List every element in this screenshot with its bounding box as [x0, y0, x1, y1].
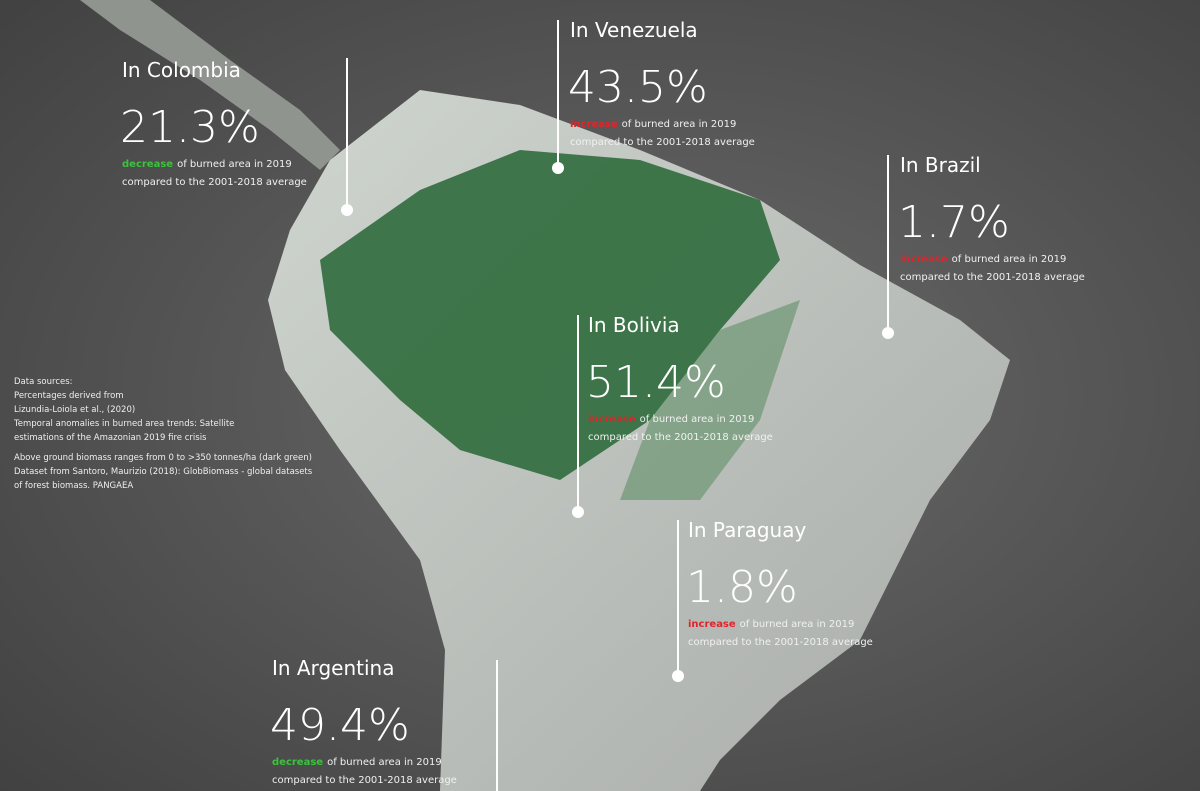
callouts: In Colombia 21.3% decrease of burned area i… [120, 18, 1085, 791]
country-label: In Paraguay [688, 518, 806, 542]
comparison: compared to the 2001-2018 average [900, 272, 1085, 283]
change-text: of burned area in 2019 [740, 619, 855, 630]
source-line: Percentages derived from [14, 391, 124, 401]
leader-dot [341, 204, 353, 216]
country-label: In Colombia [122, 58, 241, 82]
comparison: compared to the 2001-2018 average [272, 775, 457, 786]
leader-dot [882, 327, 894, 339]
source-line: of forest biomass. PANGAEA [14, 481, 133, 491]
percentage: 21.3% [120, 102, 260, 153]
data-sources: Data sources: Percentages derived from Liz… [13, 377, 313, 491]
change-text: of burned area in 2019 [177, 159, 292, 170]
percentage: 49.4% [270, 700, 410, 751]
country-label: In Brazil [900, 153, 981, 177]
forest-fringe [620, 300, 800, 500]
comparison: compared to the 2001-2018 average [122, 177, 307, 188]
leader-dot [572, 506, 584, 518]
change-word: decrease [122, 159, 173, 170]
country-label: In Bolivia [588, 313, 680, 337]
change-line: decrease of burned area in 2019 [272, 757, 442, 768]
source-line: Temporal anomalies in burned area trends… [13, 419, 234, 429]
source-line: Above ground biomass ranges from 0 to >3… [14, 453, 312, 463]
change-word: increase [570, 119, 618, 130]
change-line: increase of burned area in 2019 [588, 414, 754, 425]
country-label: In Venezuela [570, 18, 698, 42]
change-word: increase [688, 619, 736, 630]
change-word: decrease [272, 757, 323, 768]
change-word: increase [900, 254, 948, 265]
source-line: estimations of the Amazonian 2019 fire c… [14, 433, 207, 443]
change-text: of burned area in 2019 [327, 757, 442, 768]
source-line: Dataset from Santoro, Maurizio (2018): G… [14, 467, 313, 477]
change-text: of burned area in 2019 [640, 414, 755, 425]
percentage: 43.5% [568, 62, 708, 113]
amazon-forest [320, 150, 780, 480]
change-text: of burned area in 2019 [622, 119, 737, 130]
change-line: decrease of burned area in 2019 [122, 159, 292, 170]
change-word: increase [588, 414, 636, 425]
leader-dot [672, 670, 684, 682]
source-line: Data sources: [14, 377, 73, 387]
central-america [80, 0, 340, 170]
change-line: increase of burned area in 2019 [900, 254, 1066, 265]
percentage: 1.8% [686, 562, 798, 613]
comparison: compared to the 2001-2018 average [588, 432, 773, 443]
comparison: compared to the 2001-2018 average [688, 637, 873, 648]
comparison: compared to the 2001-2018 average [570, 137, 755, 148]
percentage: 1.7% [898, 197, 1010, 248]
change-line: increase of burned area in 2019 [570, 119, 736, 130]
leader-dot [552, 162, 564, 174]
country-label: In Argentina [272, 656, 395, 680]
change-text: of burned area in 2019 [952, 254, 1067, 265]
change-line: increase of burned area in 2019 [688, 619, 854, 630]
source-line: Lizundia-Loiola et al., (2020) [14, 405, 135, 415]
percentage: 51.4% [586, 357, 726, 408]
